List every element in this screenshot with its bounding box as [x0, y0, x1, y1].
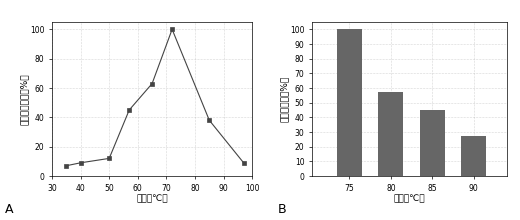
Text: A: A [5, 204, 14, 216]
Bar [379, 92, 404, 176]
Bar [420, 110, 445, 176]
Y-axis label: 相对对酶活性（%）: 相对对酶活性（%） [19, 73, 29, 125]
Bar [337, 29, 362, 176]
X-axis label: 温度（℃）: 温度（℃） [136, 194, 168, 203]
Bar [461, 136, 486, 176]
Y-axis label: 相对酶活力（%）: 相对酶活力（%） [279, 76, 289, 122]
X-axis label: 温度（℃）: 温度（℃） [394, 194, 425, 203]
Text: B: B [278, 204, 287, 216]
